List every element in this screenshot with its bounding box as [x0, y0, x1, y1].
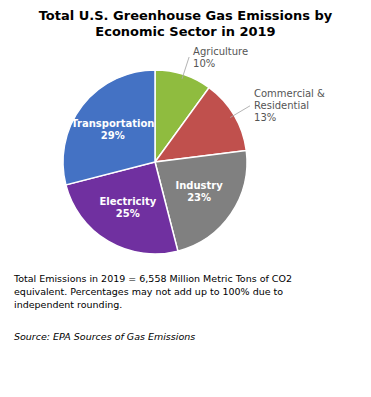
category-label: Electricity [99, 196, 156, 207]
category-label: Residential [254, 100, 309, 111]
category-label: Agriculture [193, 46, 248, 57]
annotation-line: equivalent. Percentages may not add up t… [14, 286, 283, 297]
slice-label: Industry23% [175, 180, 223, 203]
annotation-line: Source: EPA Sources of Gas Emissions [14, 331, 195, 342]
slice-label: Agriculture10% [193, 46, 248, 69]
value-label: 29% [101, 130, 125, 141]
title-line: Economic Sector in 2019 [95, 24, 275, 39]
value-label: 25% [116, 208, 140, 219]
labels: Agriculture10% Commercial &Residential13%… [71, 46, 325, 220]
value-label: 10% [193, 58, 215, 69]
chart: Total U.S. Greenhouse Gas Emissions byEc… [0, 0, 371, 397]
slice-label: Commercial &Residential13% [254, 88, 325, 123]
annotation-line: independent rounding. [14, 299, 122, 310]
title-line: Total U.S. Greenhouse Gas Emissions by [39, 8, 333, 23]
category-label: Commercial & [254, 88, 325, 99]
annotation: Source: EPA Sources of Gas Emissions [14, 331, 195, 342]
slice [63, 70, 155, 185]
slice [155, 88, 246, 162]
category-label: Industry [175, 180, 223, 191]
value-label: 23% [187, 192, 211, 203]
leader-line [182, 57, 189, 79]
slice-label: Transportation29% [71, 118, 154, 141]
slice-label: Electricity25% [99, 196, 156, 219]
pie [63, 70, 247, 254]
category-label: Transportation [71, 118, 154, 129]
title: Total U.S. Greenhouse Gas Emissions byEc… [39, 8, 333, 39]
annotation-line: Total Emissions in 2019 = 6,558 Million … [13, 273, 292, 284]
value-label: 13% [254, 112, 276, 123]
annotation: Total Emissions in 2019 = 6,558 Million … [13, 273, 292, 310]
leader-line [230, 106, 250, 118]
